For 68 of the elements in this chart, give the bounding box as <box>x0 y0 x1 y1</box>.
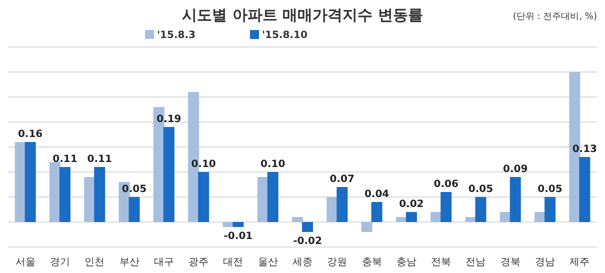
bar <box>440 192 452 222</box>
bar <box>302 222 313 232</box>
x-tick-label: 전남 <box>466 257 486 268</box>
bar <box>371 202 382 222</box>
bar <box>500 212 511 222</box>
bar <box>579 157 590 222</box>
bar <box>49 162 60 222</box>
data-label: 0.06 <box>434 179 458 190</box>
bar <box>59 167 70 222</box>
bar <box>361 222 372 232</box>
data-label: 0.16 <box>18 129 43 140</box>
chart-title: 시도별 아파트 매매가격지수 변동률 <box>182 6 423 24</box>
x-tick-label: 울산 <box>258 257 278 268</box>
data-label: 0.10 <box>191 159 216 170</box>
bar <box>267 172 278 222</box>
x-tick-label: 강원 <box>327 257 348 268</box>
bar <box>336 187 348 222</box>
data-label: 0.02 <box>399 199 424 210</box>
bar <box>396 217 407 222</box>
x-tick-label: 부산 <box>119 257 140 268</box>
bar <box>406 212 417 222</box>
data-label: 0.11 <box>87 154 112 165</box>
bar <box>84 177 96 222</box>
x-tick-label: 세종 <box>292 257 312 268</box>
x-tick-label: 충북 <box>362 257 382 268</box>
bar <box>222 222 234 227</box>
bar <box>94 167 106 222</box>
data-label: 0.05 <box>468 184 494 195</box>
data-label: -0.01 <box>224 231 253 242</box>
data-label: 0.09 <box>503 164 528 175</box>
bar <box>198 172 210 222</box>
data-label: 0.10 <box>260 159 286 170</box>
bar <box>326 197 338 222</box>
data-label: 0.05 <box>122 184 147 195</box>
bar <box>430 212 442 222</box>
bar <box>128 197 140 222</box>
data-label: 0.04 <box>364 189 390 200</box>
data-label: 0.13 <box>572 144 598 155</box>
x-tick-label: 충남 <box>396 257 416 268</box>
bar <box>232 222 244 227</box>
bar <box>163 127 174 222</box>
bar <box>465 217 476 222</box>
bar <box>534 212 546 222</box>
bar <box>14 142 26 222</box>
x-tick-label: 경남 <box>535 257 556 268</box>
bar <box>544 197 556 222</box>
data-label: 0.11 <box>52 154 78 165</box>
data-label: 0.19 <box>156 114 182 125</box>
bar <box>24 142 36 222</box>
data-label: 0.05 <box>538 184 562 195</box>
bar <box>292 217 303 222</box>
x-tick-label: 경기 <box>50 257 70 268</box>
bar <box>510 177 521 222</box>
text: (단위 : 전주대비, %) <box>512 12 597 22</box>
bar <box>475 197 486 222</box>
data-label: -0.02 <box>293 236 322 247</box>
bar <box>257 177 268 222</box>
x-tick-label: 인천 <box>84 257 105 268</box>
x-tick-label: 광주 <box>188 257 209 268</box>
legend-label: '15.8.3 <box>157 30 196 41</box>
x-tick-label: 제주 <box>570 257 590 268</box>
x-tick-label: 경북 <box>500 257 520 268</box>
x-tick-label: 대전 <box>223 257 244 268</box>
x-tick-label: 전북 <box>431 257 452 268</box>
x-tick-label: 서울 <box>15 257 36 268</box>
x-tick-label: 대구 <box>154 257 174 268</box>
legend-label: '15.8.10 <box>262 30 308 41</box>
data-label: 0.07 <box>330 174 355 185</box>
